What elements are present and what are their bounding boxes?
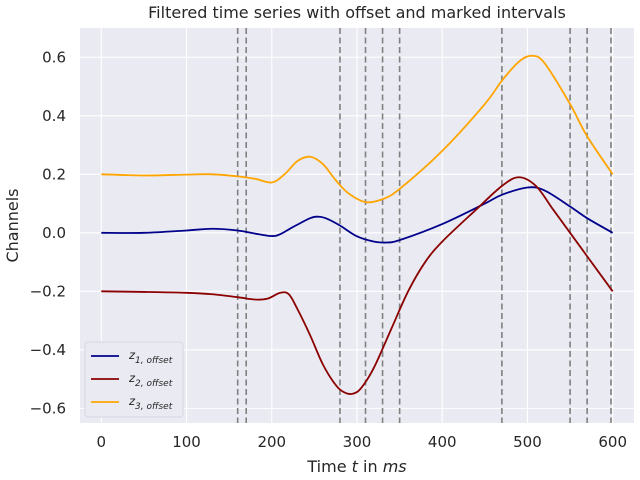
y-tick-labels: −0.6 −0.4 −0.2 0.0 0.2 0.4 0.6 xyxy=(30,48,66,417)
series-line-3 xyxy=(101,54,614,204)
legend-label-2: z2, offset xyxy=(128,371,173,389)
x-tick-label: 200 xyxy=(257,433,286,451)
x-tick-labels: 0 100 200 300 400 500 600 xyxy=(97,433,627,451)
x-tick-label: 100 xyxy=(172,433,201,451)
x-tick-label: 600 xyxy=(598,433,627,451)
grid xyxy=(80,28,634,423)
legend-label-1: z1, offset xyxy=(128,348,173,366)
x-axis-label-mid: in xyxy=(358,457,383,476)
y-tick-label: −0.4 xyxy=(30,341,66,359)
y-tick-label: 0.0 xyxy=(42,224,66,242)
y-tick-label: 0.6 xyxy=(42,48,66,66)
x-axis-label-variable: t xyxy=(352,457,359,476)
y-axis-label: Channels xyxy=(3,188,22,262)
x-tick-label: 500 xyxy=(513,433,542,451)
legend-label-3: z3, offset xyxy=(128,394,173,412)
x-axis-label-unit: ms xyxy=(383,457,407,476)
x-axis-label: Time t in ms xyxy=(306,457,406,476)
y-tick-label: 0.4 xyxy=(42,107,66,125)
y-tick-label: −0.6 xyxy=(30,399,66,417)
series-line-2 xyxy=(101,176,614,395)
series-line-1 xyxy=(101,186,614,244)
x-tick-label: 0 xyxy=(97,433,107,451)
legend-box xyxy=(84,341,184,418)
chart-title: Filtered time series with offset and mar… xyxy=(148,3,566,22)
y-tick-label: −0.2 xyxy=(30,282,66,300)
series-lines xyxy=(101,54,614,395)
y-tick-label: 0.2 xyxy=(42,165,66,183)
legend: z1, offset z2, offset z3, offset xyxy=(84,341,184,418)
x-tick-label: 400 xyxy=(428,433,457,451)
x-tick-label: 300 xyxy=(343,433,372,451)
x-axis-label-prefix: Time xyxy=(306,457,351,476)
